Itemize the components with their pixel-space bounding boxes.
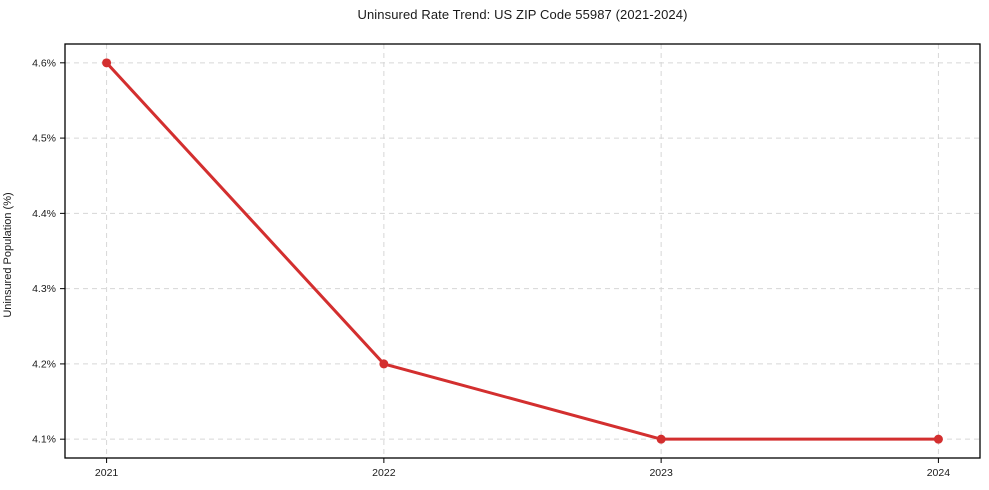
x-tick-label: 2021 xyxy=(95,467,119,479)
data-point-marker xyxy=(102,58,112,68)
trend-line xyxy=(105,61,940,441)
y-tick-label: 4.5% xyxy=(32,133,56,145)
chart-title: Uninsured Rate Trend: US ZIP Code 55987 … xyxy=(357,7,688,22)
y-tick-label: 4.3% xyxy=(32,283,56,295)
data-point-marker xyxy=(933,434,943,444)
plot-border xyxy=(64,43,981,459)
x-tick-label: 2022 xyxy=(372,467,396,479)
y-tick-label: 4.4% xyxy=(32,208,56,220)
y-tick-label: 4.2% xyxy=(32,358,56,370)
x-tick-label: 2023 xyxy=(649,467,673,479)
x-tick-label: 2024 xyxy=(927,467,951,479)
y-tick-label: 4.6% xyxy=(32,57,56,69)
data-point-marker xyxy=(379,359,389,369)
data-point-marker xyxy=(656,434,666,444)
y-tick-label: 4.1% xyxy=(32,434,56,446)
